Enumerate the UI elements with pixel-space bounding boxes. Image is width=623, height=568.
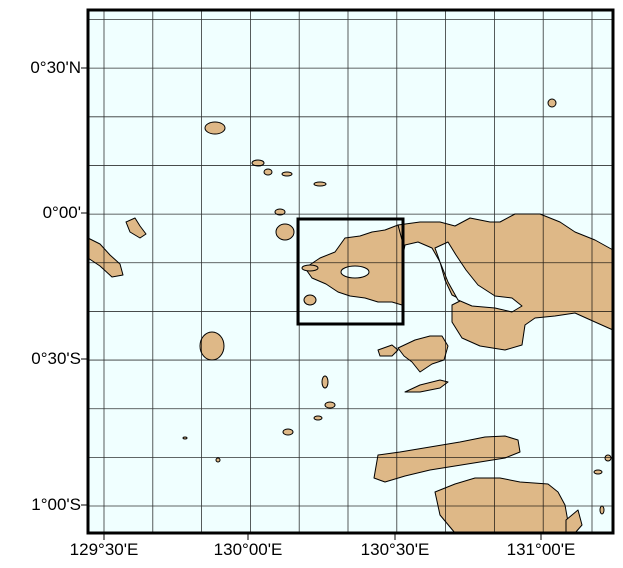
- land: [87, 98, 614, 534]
- inset-box: [296, 217, 405, 326]
- seram-island: [373, 435, 521, 483]
- island: [182, 436, 188, 440]
- y-tick-label: 0°30'S: [31, 349, 81, 368]
- y-tick-label: 1°00'S: [31, 495, 81, 514]
- island: [604, 454, 612, 462]
- x-tick-label: 129°30'E: [69, 540, 139, 559]
- island: [321, 375, 329, 389]
- graticule: [88, 10, 613, 533]
- island: [274, 208, 286, 216]
- island: [251, 159, 265, 167]
- island: [404, 379, 449, 393]
- island: [593, 469, 603, 475]
- island: [199, 331, 225, 361]
- island: [282, 428, 294, 436]
- island: [215, 457, 221, 463]
- island: [281, 171, 293, 177]
- x-tick-label: 131°00'E: [506, 540, 576, 559]
- island: [324, 401, 336, 409]
- x-tick-label: 130°30'E: [360, 540, 430, 559]
- southern-landmass: [434, 477, 571, 534]
- island: [599, 505, 605, 515]
- map-frame: [86, 8, 615, 535]
- x-tick-label: 130°00'E: [213, 540, 283, 559]
- island: [313, 415, 323, 421]
- obi-island: [87, 237, 124, 278]
- island: [275, 223, 295, 241]
- island: [547, 98, 557, 108]
- bay: [434, 241, 523, 313]
- ticks: [81, 67, 542, 540]
- island: [204, 121, 226, 135]
- island: [313, 181, 327, 187]
- y-tick-label: 0°30'N: [30, 58, 81, 77]
- island: [377, 344, 399, 357]
- island: [301, 264, 319, 272]
- island: [565, 509, 583, 534]
- island: [125, 217, 147, 239]
- y-tick-label: 0°00': [42, 203, 81, 222]
- island: [303, 294, 317, 306]
- lagoon: [340, 265, 370, 279]
- island: [263, 168, 273, 176]
